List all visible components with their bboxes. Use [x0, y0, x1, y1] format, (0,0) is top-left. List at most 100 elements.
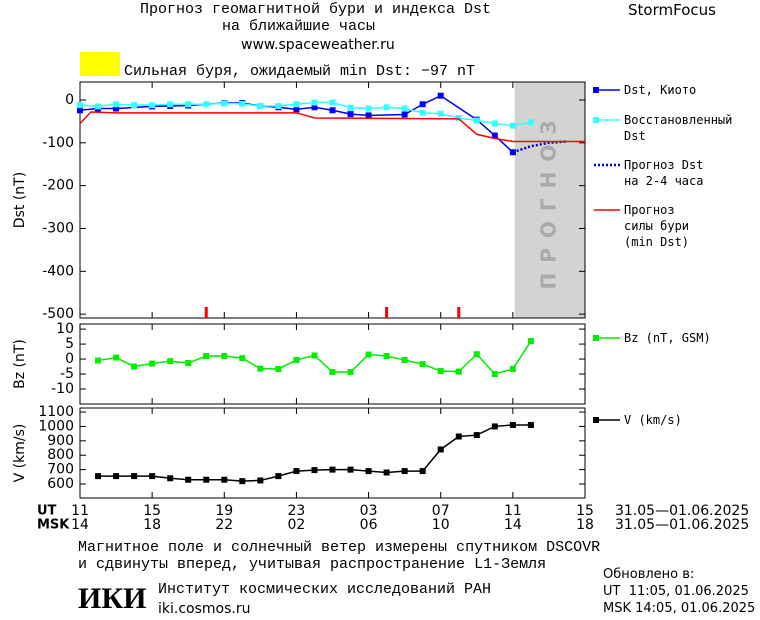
legend-label: Dst, Киото: [624, 83, 697, 97]
data-point: [473, 351, 480, 358]
data-point: [437, 92, 444, 99]
x-axis-label: UT: [37, 504, 57, 519]
data-point: [491, 132, 498, 139]
data-point: [113, 354, 120, 361]
annotation-swatch: [80, 52, 120, 76]
data-point: [311, 99, 318, 106]
data-point: [401, 468, 408, 475]
legend-label: Прогноз силы бури (min Dst): [624, 203, 690, 249]
institute: Институт космических исследований РАН: [158, 581, 492, 598]
data-point: [185, 101, 192, 108]
x2-tick-label: 06: [360, 517, 378, 533]
data-point: [77, 102, 83, 109]
data-point: [383, 469, 390, 476]
data-point: [95, 103, 102, 110]
x-tick-label: 19: [215, 503, 233, 519]
data-point: [131, 102, 138, 109]
x2-tick-label: 18: [576, 517, 594, 533]
x-tick-label: 23: [288, 503, 306, 519]
data-point: [257, 477, 264, 484]
legend-label: Восстановленный Dst: [624, 113, 733, 143]
data-point: [167, 101, 174, 108]
x2-tick-label: 10: [432, 517, 450, 533]
data-point: [365, 468, 372, 475]
data-point: [491, 120, 498, 127]
x-tick-label: 07: [432, 503, 450, 519]
data-point: [293, 106, 300, 113]
updated-time: MSK 14:05, 01.06.2025: [603, 601, 756, 616]
x2-axis-label: MSK: [37, 518, 70, 533]
data-point: [239, 355, 246, 362]
plot-frame: [79, 81, 586, 319]
data-point: [527, 119, 534, 126]
series-line: [79, 101, 532, 127]
data-point: [113, 101, 120, 108]
data-point: [473, 117, 480, 124]
data-point: [329, 466, 336, 473]
data-point: [491, 371, 498, 378]
x-tick-label: 11: [71, 503, 89, 519]
y-tick-label: -5: [60, 366, 74, 382]
data-point: [257, 365, 264, 372]
data-point: [239, 100, 246, 107]
data-point: [509, 122, 516, 129]
data-point: [347, 466, 354, 473]
data-point: [437, 368, 444, 375]
annotation: Сильная буря, ожидаемый min Dst: −97 nT: [124, 63, 475, 80]
data-point: [383, 353, 390, 360]
data-point: [221, 353, 228, 360]
logo: ИКИ: [78, 582, 147, 615]
brand: StormFocus: [628, 1, 716, 19]
data-point: [527, 338, 534, 345]
data-point: [131, 473, 138, 480]
updated-time: UT 11:05, 01.06.2025: [603, 584, 749, 599]
data-point: [383, 104, 390, 111]
data-point: [149, 360, 156, 367]
y-tick-label: 10: [56, 321, 74, 337]
data-point: [527, 421, 534, 428]
data-point: [401, 111, 408, 118]
data-point: [149, 102, 156, 109]
url: www.spaceweather.ru: [241, 37, 395, 53]
y-tick-label: 600: [47, 476, 74, 492]
y-tick-label: -500: [42, 306, 74, 322]
data-point: [239, 478, 246, 485]
data-point: [275, 102, 282, 109]
x2-tick-label: 14: [504, 517, 522, 533]
y-tick-label: -300: [42, 220, 74, 236]
data-point: [293, 101, 300, 108]
data-point: [437, 446, 444, 453]
data-point: [365, 351, 372, 358]
data-point: [437, 110, 444, 117]
data-point: [185, 476, 192, 483]
forecast-region: [514, 82, 585, 318]
data-point: [365, 112, 372, 119]
x2-tick-label: 22: [215, 517, 233, 533]
y-tick-label: 1100: [38, 404, 74, 420]
data-point: [509, 421, 516, 428]
data-point: [275, 473, 282, 480]
data-point: [455, 368, 462, 375]
data-point: [401, 356, 408, 363]
x-tick-label: 15: [143, 503, 161, 519]
x-tick-label: 15: [576, 503, 594, 519]
date-range: 31.05—01.06.2025: [615, 503, 749, 519]
legend-label: V (km/s): [624, 413, 682, 427]
data-point: [203, 101, 210, 108]
data-point: [293, 356, 300, 363]
data-point: [311, 467, 318, 474]
data-point: [329, 107, 336, 114]
data-point: [491, 423, 498, 430]
y-tick-label: -100: [42, 135, 74, 151]
title: Прогноз геомагнитной бури и индекса Dst: [140, 1, 492, 18]
y-axis-label: Dst (nT): [12, 172, 28, 228]
legend-marker: [593, 117, 599, 123]
data-point: [419, 109, 426, 116]
y-tick-label: 1000: [38, 418, 74, 434]
data-point: [203, 476, 210, 483]
updated-label: Обновлено в:: [603, 567, 695, 582]
data-point: [167, 475, 174, 482]
data-point: [149, 473, 156, 480]
